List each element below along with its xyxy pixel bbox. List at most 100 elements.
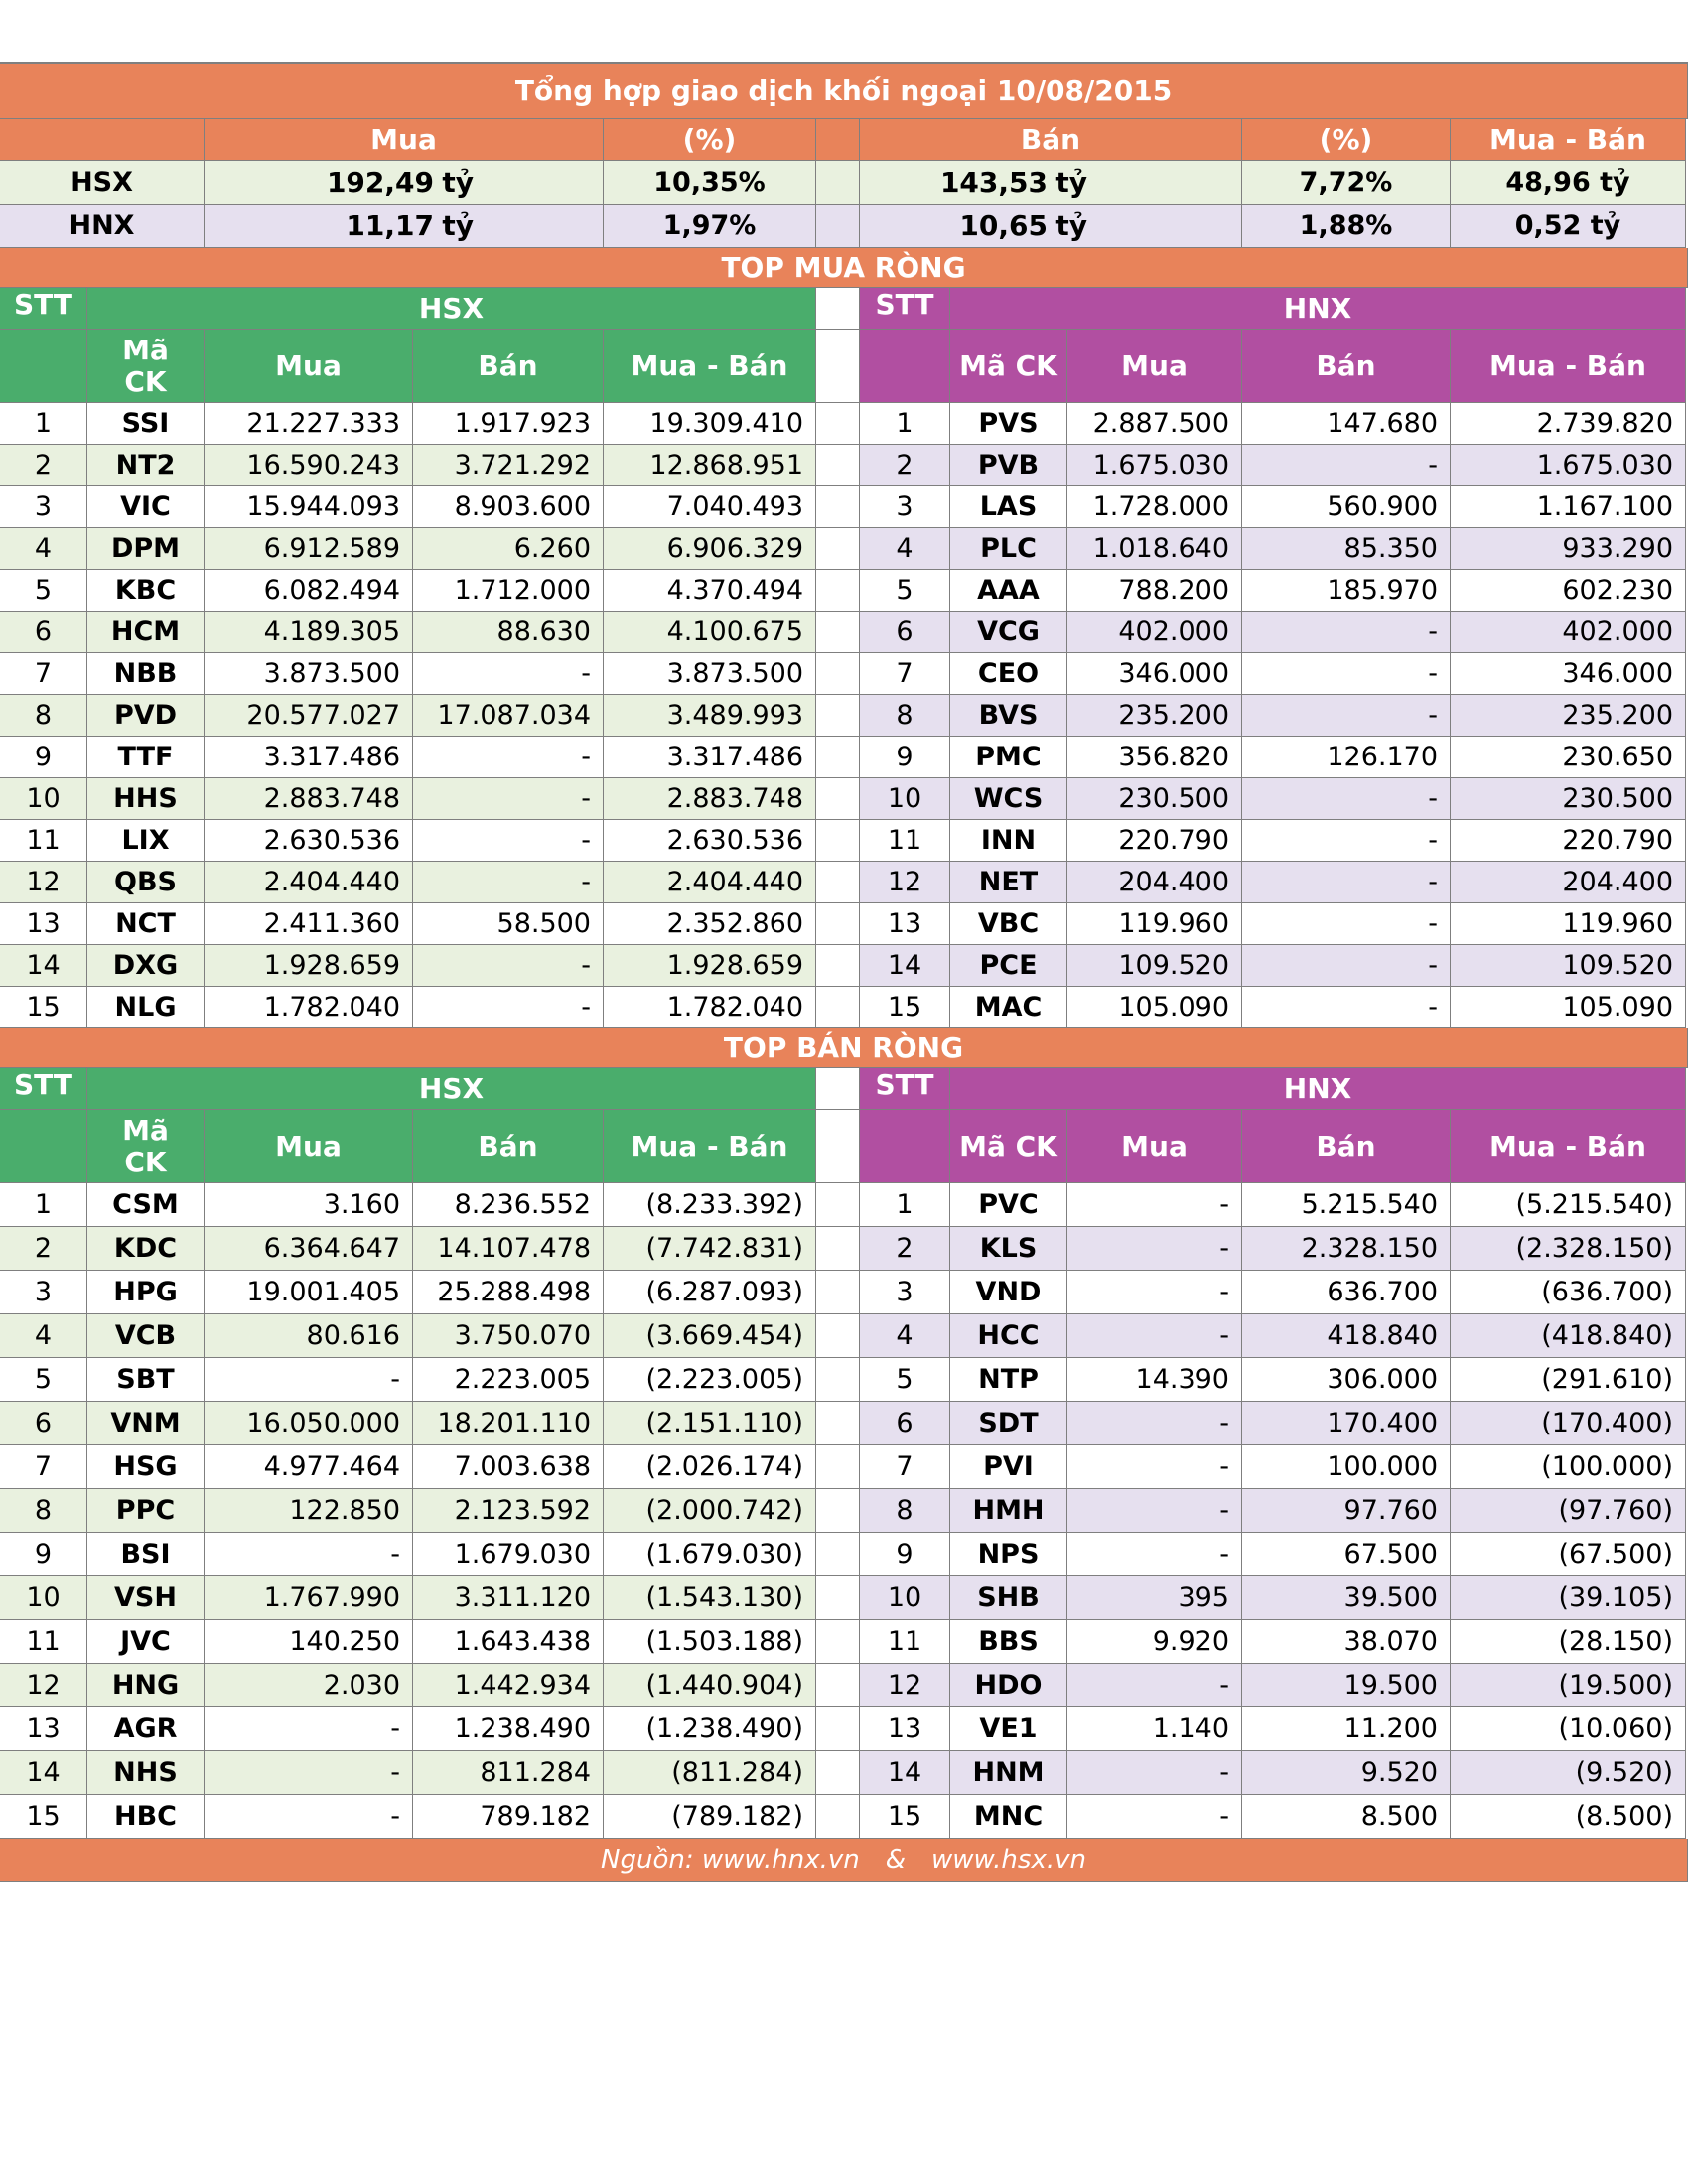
top-buy-hsx-sell: 58.500 — [413, 903, 604, 945]
top-sell-hsx-buy: 3.160 — [205, 1183, 413, 1227]
top-sell-hsx-header-ticker: Mã CK — [87, 1110, 205, 1183]
top-buy-hsx-sell: 6.260 — [413, 528, 604, 570]
top-buy-gap — [816, 330, 860, 403]
top-sell-hnx-stt: 7 — [860, 1445, 950, 1489]
top-buy-hsx-ticker: NBB — [87, 653, 205, 695]
title-row: Tổng hợp giao dịch khối ngoại 10/08/2015 — [0, 62, 1688, 119]
top-buy-hsx-net: 7.040.493 — [604, 486, 816, 528]
top-sell-hnx-net: (19.500) — [1451, 1664, 1686, 1707]
top-sell-hsx-stt: 8 — [0, 1489, 87, 1533]
top-sell-hnx-stt: 15 — [860, 1795, 950, 1839]
top-buy-hsx-net: 2.883.748 — [604, 778, 816, 820]
top-buy-hsx-buy: 6.082.494 — [205, 570, 413, 612]
top-sell-hsx-ticker: CSM — [87, 1183, 205, 1227]
top-buy-hnx-sell: - — [1242, 653, 1451, 695]
top-sell-hsx-buy: 6.364.647 — [205, 1227, 413, 1271]
top-sell-hnx-stt: 10 — [860, 1576, 950, 1620]
footer-row: Nguồn: www.hnx.vn & www.hsx.vn — [0, 1839, 1688, 1882]
top-sell-hsx-buy: 140.250 — [205, 1620, 413, 1664]
top-buy-table-row: 14 DXG 1.928.659-1.928.659 14 PCE 109.520-109… — [0, 945, 1688, 987]
top-buy-gap — [816, 612, 860, 653]
top-sell-hnx-stt-cont — [860, 1110, 950, 1183]
top-buy-hnx-stt: 9 — [860, 737, 950, 778]
top-buy-table-row: 4 DPM 6.912.589 6.260 6.906.329 4 PLC 1.018.640… — [0, 528, 1688, 570]
top-sell-gap — [816, 1620, 860, 1664]
summary-buy-unit: tỷ — [442, 209, 474, 242]
top-sell-hnx-net: (39.105) — [1451, 1576, 1686, 1620]
summary-exchange: HSX — [0, 161, 205, 205]
top-sell-gap — [816, 1445, 860, 1489]
top-sell-hsx-ticker: AGR — [87, 1707, 205, 1751]
top-sell-hsx-net: (1.679.030) — [604, 1533, 816, 1576]
summary-row-hnx: HNX 11,17 tỷ 1,97% 10,65 tỷ 1,88% 0,52 tỷ — [0, 205, 1688, 248]
top-buy-hsx-sell: 3.721.292 — [413, 445, 604, 486]
top-sell-hsx-buy: - — [205, 1533, 413, 1576]
top-sell-hsx-sell: 811.284 — [413, 1751, 604, 1795]
top-buy-hsx-sell: - — [413, 945, 604, 987]
top-buy-gap — [816, 653, 860, 695]
top-buy-hnx-sell: 85.350 — [1242, 528, 1451, 570]
summary-header-sell: Bán — [860, 119, 1242, 161]
top-buy-hsx-sell: 17.087.034 — [413, 695, 604, 737]
top-buy-hnx-net: 1.167.100 — [1451, 486, 1686, 528]
top-sell-hsx-header-buy: Mua — [205, 1110, 413, 1183]
summary-sell: 10,65 tỷ — [860, 205, 1242, 248]
top-sell-hsx-net: (2.223.005) — [604, 1358, 816, 1402]
top-sell-hsx-name: HSX — [87, 1068, 816, 1110]
top-buy-hsx-net: 12.868.951 — [604, 445, 816, 486]
top-buy-hnx-net: 119.960 — [1451, 903, 1686, 945]
foreign-trading-sheet: Tổng hợp giao dịch khối ngoại 10/08/2015… — [0, 62, 1688, 1882]
top-buy-table-row: 8 PVD 20.577.027 17.087.034 3.489.993 8 BVS 235… — [0, 695, 1688, 737]
top-sell-hsx-buy: - — [205, 1358, 413, 1402]
top-buy-hsx-sell: 8.903.600 — [413, 486, 604, 528]
top-buy-gap — [816, 737, 860, 778]
top-sell-table-row: 12 HNG 2.030 1.442.934 (1.440.904) 12 HDO -19.5… — [0, 1664, 1688, 1707]
top-sell-hsx-ticker: KDC — [87, 1227, 205, 1271]
top-buy-hnx-ticker: VBC — [950, 903, 1067, 945]
top-sell-hnx-sell: 2.328.150 — [1242, 1227, 1451, 1271]
top-buy-hsx-buy: 20.577.027 — [205, 695, 413, 737]
top-sell-hsx-sell: 1.643.438 — [413, 1620, 604, 1664]
top-sell-hsx-sell: 1.442.934 — [413, 1664, 604, 1707]
top-buy-hsx-stt: 6 — [0, 612, 87, 653]
top-sell-gap — [816, 1533, 860, 1576]
summary-buy-value: 192,49 — [326, 166, 434, 199]
top-buy-hsx-net: 2.630.536 — [604, 820, 816, 862]
summary-header-buy-pct: (%) — [604, 119, 816, 161]
top-sell-hnx-buy: - — [1067, 1271, 1242, 1314]
source-separator: & — [885, 1844, 907, 1875]
sheet-title: Tổng hợp giao dịch khối ngoại 10/08/2015 — [0, 64, 1688, 119]
top-sell-hnx-stt: 13 — [860, 1707, 950, 1751]
top-sell-hnx-ticker: BBS — [950, 1620, 1067, 1664]
source-hsx-link[interactable]: www.hsx.vn — [931, 1844, 1086, 1875]
top-buy-hsx-ticker: DPM — [87, 528, 205, 570]
top-buy-hsx-stt: 14 — [0, 945, 87, 987]
top-sell-hnx-sell: 100.000 — [1242, 1445, 1451, 1489]
top-sell-hnx-ticker: PVC — [950, 1183, 1067, 1227]
top-buy-hsx-ticker: NT2 — [87, 445, 205, 486]
top-sell-hsx-buy: 19.001.405 — [205, 1271, 413, 1314]
top-buy-hsx-net: 4.370.494 — [604, 570, 816, 612]
top-sell-hnx-net: (28.150) — [1451, 1620, 1686, 1664]
top-sell-hnx-net: (5.215.540) — [1451, 1183, 1686, 1227]
top-sell-hnx-stt: 11 — [860, 1620, 950, 1664]
top-sell-hsx-header-net: Mua - Bán — [604, 1110, 816, 1183]
top-sell-hnx-ticker: PVI — [950, 1445, 1067, 1489]
top-sell-hsx-sell: 2.223.005 — [413, 1358, 604, 1402]
top-sell-hnx-stt: 4 — [860, 1314, 950, 1358]
source-hnx-link[interactable]: Nguồn: www.hnx.vn — [601, 1844, 860, 1875]
summary-row-hsx: HSX 192,49 tỷ 10,35% 143,53 tỷ 7,72% 48,96 tỷ — [0, 161, 1688, 205]
top-sell-column-header-row: Mã CK Mua Bán Mua - Bán Mã CK Mua Bán Mua - Bán — [0, 1110, 1688, 1183]
top-sell-hsx-buy: 16.050.000 — [205, 1402, 413, 1445]
top-sell-gap — [816, 1576, 860, 1620]
top-sell-hsx-net: (1.503.188) — [604, 1620, 816, 1664]
summary-net: 0,52 tỷ — [1451, 205, 1686, 248]
top-sell-hnx-ticker: SDT — [950, 1402, 1067, 1445]
top-buy-hnx-buy: 788.200 — [1067, 570, 1242, 612]
top-buy-hnx-net: 346.000 — [1451, 653, 1686, 695]
top-sell-hnx-buy: 1.140 — [1067, 1707, 1242, 1751]
top-buy-hnx-buy: 356.820 — [1067, 737, 1242, 778]
top-buy-hsx-ticker: PVD — [87, 695, 205, 737]
top-buy-hnx-buy: 346.000 — [1067, 653, 1242, 695]
top-sell-hsx-ticker: VNM — [87, 1402, 205, 1445]
